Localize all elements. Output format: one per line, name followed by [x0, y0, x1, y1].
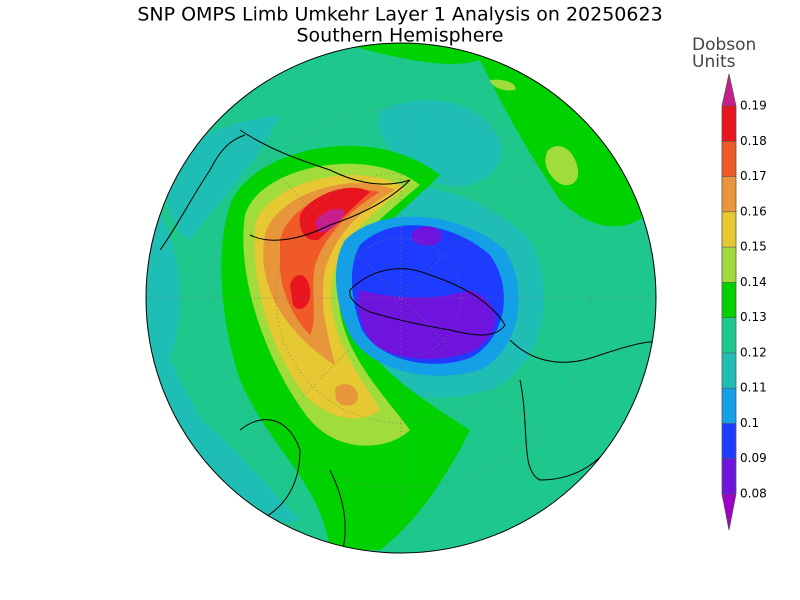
- colorbar-swatch: [722, 247, 736, 283]
- colorbar-label: Dobson: [692, 35, 756, 55]
- colorbar-swatch: [722, 458, 736, 494]
- colorbar-tick-label: 0.16: [740, 204, 767, 218]
- coastline: [239, 129, 411, 241]
- colorbar-swatch: [722, 176, 736, 212]
- colorbar-tick-label: 0.15: [740, 240, 767, 254]
- colorbar-tick-label: 0.18: [740, 134, 767, 148]
- colorbar-tick-label: 0.17: [740, 169, 767, 183]
- colorbar-tick-label: 0.09: [740, 451, 767, 465]
- colorbar-tick-label: 0.12: [740, 345, 767, 359]
- colorbar-tick-label: 0.13: [740, 310, 767, 324]
- field-region: [335, 384, 358, 406]
- colorbar-swatch: [722, 282, 736, 318]
- coastline: [349, 268, 506, 336]
- colorbar-extend-high: [722, 74, 736, 106]
- colorbar-swatch: [722, 106, 736, 142]
- field-region: [490, 79, 516, 91]
- colorbar-tick-label: 0.14: [740, 275, 767, 289]
- map-subtitle: Southern Hemisphere: [296, 25, 503, 47]
- map-title: SNP OMPS Limb Umkehr Layer 1 Analysis on…: [137, 4, 662, 26]
- field-region: [412, 226, 442, 246]
- globe-outline: [145, 42, 657, 554]
- field-region: [315, 208, 345, 233]
- field-region: [358, 290, 496, 360]
- field-region: [200, 420, 300, 522]
- colorbar-swatch: [722, 423, 736, 459]
- colorbar-extend-low: [722, 494, 736, 530]
- field-region: [545, 146, 579, 186]
- colorbar-tick-label: 0.1: [740, 416, 759, 430]
- colorbar-tick-label: 0.19: [740, 99, 767, 113]
- colorbar-swatch: [722, 141, 736, 177]
- coastline: [159, 134, 246, 251]
- colorbar-swatch: [722, 317, 736, 353]
- colorbar-swatch: [722, 211, 736, 248]
- graticule: [340, 237, 462, 359]
- colorbar-tick-label: 0.08: [740, 487, 767, 501]
- colorbar-swatch: [722, 352, 736, 389]
- colorbar-tick-label: 0.11: [740, 381, 767, 395]
- colorbar-label: Units: [692, 52, 736, 72]
- colorbar-swatch: [722, 388, 736, 424]
- field-region: [290, 274, 311, 310]
